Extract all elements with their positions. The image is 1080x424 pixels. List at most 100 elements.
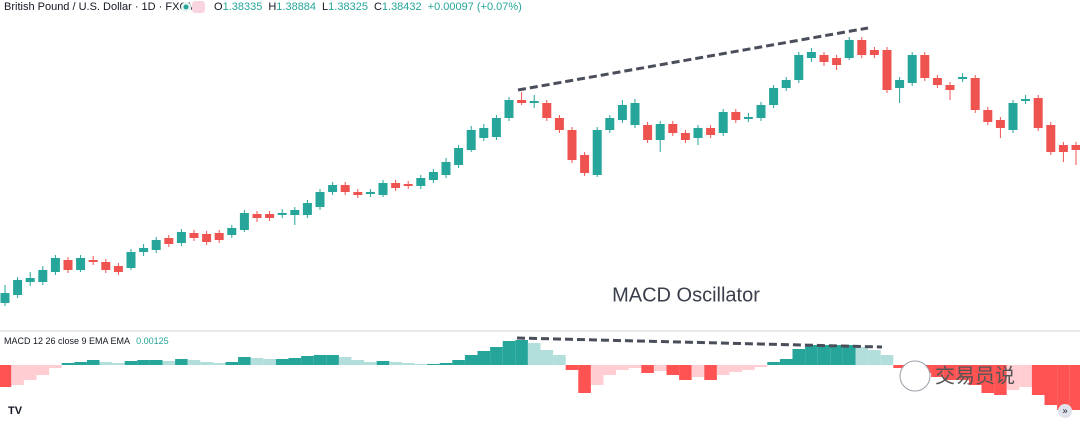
histogram-bar bbox=[553, 355, 566, 365]
candle-body bbox=[970, 78, 980, 110]
histogram-bar bbox=[301, 356, 314, 365]
histogram-bar bbox=[187, 360, 201, 365]
candle-body bbox=[580, 155, 590, 173]
candle-body bbox=[542, 103, 552, 118]
scroll-arrow[interactable]: » bbox=[1062, 405, 1067, 415]
tv-logo[interactable]: TV bbox=[8, 405, 23, 417]
candle-body bbox=[265, 214, 275, 218]
histogram-bar bbox=[275, 359, 289, 365]
histogram-bar bbox=[578, 365, 591, 393]
histogram-bar bbox=[464, 355, 478, 365]
histogram-bar bbox=[162, 361, 176, 365]
ohlc-legend: O1.38335 H1.38884 L1.38325 C1.38432 +0.00097… bbox=[214, 1, 522, 13]
histogram-bar bbox=[1031, 365, 1045, 395]
candle-body bbox=[907, 55, 917, 83]
candle-body bbox=[995, 120, 1005, 128]
candle-body bbox=[605, 118, 615, 130]
candle-body bbox=[932, 78, 942, 85]
histogram-bar bbox=[263, 359, 276, 365]
histogram-bar bbox=[364, 362, 377, 365]
candle-body bbox=[466, 130, 476, 150]
histogram-bar bbox=[653, 365, 667, 371]
candle-body bbox=[567, 130, 577, 160]
ohlc-label: L bbox=[322, 1, 328, 13]
candle-body bbox=[151, 240, 161, 250]
candle-body bbox=[769, 88, 779, 105]
candle-body bbox=[113, 266, 123, 272]
histogram-bar bbox=[86, 360, 100, 365]
menu-icon[interactable] bbox=[192, 1, 205, 13]
candle-body bbox=[176, 232, 186, 243]
ohlc-value: 1.38335 bbox=[223, 1, 263, 13]
symbol-title: British Pound / U.S. Dollar · 1D · FXCM bbox=[4, 1, 197, 13]
histogram-bar bbox=[893, 365, 906, 368]
change: +0.00097 (+0.07%) bbox=[428, 1, 522, 13]
candle-body bbox=[227, 228, 237, 235]
candle-body bbox=[731, 112, 741, 120]
histogram-bar bbox=[477, 351, 491, 365]
candle-body bbox=[38, 270, 48, 282]
candle-body bbox=[252, 214, 262, 218]
histogram-bar bbox=[250, 358, 264, 365]
candle-body bbox=[416, 178, 426, 186]
histogram-bar bbox=[679, 365, 692, 380]
status-dot bbox=[183, 4, 189, 10]
candle-body bbox=[630, 103, 640, 125]
indicator-name: MACD 12 26 close 9 EMA EMA bbox=[4, 336, 130, 346]
ohlc-label: C bbox=[374, 1, 382, 13]
candle-body bbox=[504, 100, 514, 118]
candle-body bbox=[13, 280, 23, 295]
indicator-value: 0.00125 bbox=[136, 336, 169, 346]
candle-body bbox=[680, 133, 690, 140]
histogram-bar bbox=[880, 355, 894, 365]
candle-body bbox=[202, 234, 212, 242]
histogram-bar bbox=[943, 365, 957, 380]
histogram-bar bbox=[427, 364, 440, 365]
candle-body bbox=[781, 80, 791, 88]
candle-body bbox=[592, 130, 602, 175]
histogram-bar bbox=[616, 365, 629, 370]
histogram-bar bbox=[99, 362, 113, 365]
candle-body bbox=[101, 262, 111, 270]
candle-body bbox=[139, 248, 149, 252]
histogram-bar bbox=[994, 365, 1007, 395]
histogram-bar bbox=[1044, 365, 1058, 405]
candle-body bbox=[214, 233, 224, 240]
divergence-line bbox=[516, 336, 883, 349]
histogram-bar bbox=[61, 363, 75, 365]
candle-body bbox=[88, 260, 98, 262]
candle-body bbox=[983, 110, 993, 122]
candle-body bbox=[718, 112, 728, 133]
candle-body bbox=[189, 233, 199, 238]
histogram-bar bbox=[452, 360, 465, 365]
annotation: MACD Oscillator bbox=[612, 284, 760, 306]
histogram-bar bbox=[868, 350, 881, 365]
histogram-bar bbox=[439, 363, 453, 365]
candle-body bbox=[365, 192, 375, 194]
ohlc-label: H bbox=[268, 1, 276, 13]
scroll-button[interactable] bbox=[1058, 404, 1072, 418]
histogram-bar bbox=[981, 365, 995, 393]
histogram-bar bbox=[288, 358, 302, 365]
histogram-bar bbox=[11, 365, 24, 385]
candle-body bbox=[76, 258, 86, 270]
histogram-bar bbox=[666, 365, 680, 375]
candle-body bbox=[895, 80, 905, 88]
histogram-bar bbox=[212, 363, 226, 365]
indicator-title: MACD 12 26 close 9 EMA EMA 0.00125 bbox=[4, 336, 169, 346]
candle-body bbox=[693, 128, 703, 138]
candle-body bbox=[756, 105, 766, 118]
histogram-bar bbox=[149, 360, 163, 365]
histogram-bar bbox=[137, 360, 150, 365]
ohlc-value: 1.38432 bbox=[382, 1, 422, 13]
candle-body bbox=[353, 192, 363, 195]
candle-body bbox=[832, 58, 842, 65]
candle-body bbox=[554, 118, 564, 130]
histogram-bar bbox=[49, 365, 62, 368]
histogram-bar bbox=[742, 365, 755, 370]
candle-body bbox=[517, 100, 527, 103]
candle-body bbox=[882, 50, 892, 90]
candle-body bbox=[340, 185, 350, 192]
histogram-bar bbox=[74, 362, 87, 365]
